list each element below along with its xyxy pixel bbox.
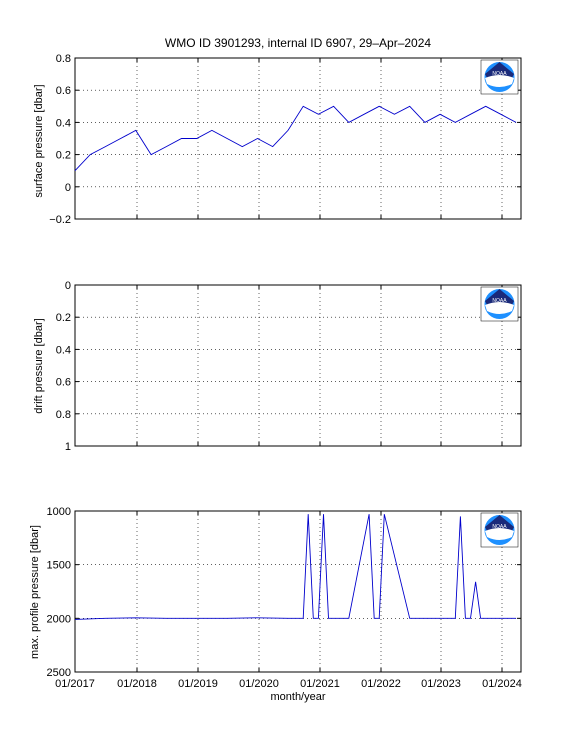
gridlines (74, 57, 521, 220)
y-tick-label: 0.8 (56, 53, 71, 65)
x-tick-label: 01/2017 (55, 678, 95, 690)
svg-text:NOAA: NOAA (492, 524, 507, 530)
y-tick-label: 0.2 (56, 150, 71, 162)
x-tick-label: 01/2019 (178, 678, 218, 690)
x-axis-label: month/year (270, 691, 325, 703)
y-tick-label: 0.4 (56, 344, 71, 356)
y-tick-labels: 1000 1500 2000 2500 (47, 506, 71, 679)
surface-pressure-line (74, 105, 517, 172)
y-tick-labels: −0.2 0 0.2 0.4 0.6 0.8 (49, 53, 71, 226)
noaa-logo-icon: NOAA (480, 512, 519, 548)
y-tick-label: 0.4 (56, 117, 71, 129)
y-tick-label: 2500 (47, 667, 71, 679)
y-tick-label: 2000 (47, 613, 71, 625)
y-tick-label: 0.8 (56, 409, 71, 421)
x-tick-label: 01/2021 (300, 678, 340, 690)
plot-area (74, 284, 522, 447)
svg-text:NOAA: NOAA (492, 298, 507, 304)
y-tick-label: 0 (65, 182, 71, 194)
y-tick-label: 1500 (47, 560, 71, 572)
y-axis-label: surface pressure [dbar] (33, 84, 45, 197)
plot-area (74, 510, 522, 673)
x-tick-label: 01/2020 (239, 678, 279, 690)
y-tick-label: 0 (65, 280, 71, 292)
svg-text:NOAA: NOAA (492, 71, 507, 77)
x-tick-label: 01/2023 (421, 678, 461, 690)
y-tick-label: 0.6 (56, 377, 71, 389)
plot-area (74, 57, 522, 220)
y-tick-label: 1000 (47, 506, 71, 518)
y-tick-label: 1 (65, 441, 71, 453)
panel-surface-pressure: −0.2 0 0.2 0.4 0.6 0.8 surface pressure [dbar… (33, 53, 522, 226)
panel-max-profile-pressure: 1000 1500 2000 2500 max. profile pressure [… (29, 506, 522, 679)
noaa-logo-icon: NOAA (480, 286, 519, 322)
y-tick-label: −0.2 (49, 214, 71, 226)
x-tick-label: 01/2018 (117, 678, 157, 690)
max-profile-pressure-line (74, 514, 517, 620)
y-axis-label: max. profile pressure [dbar] (29, 525, 41, 659)
x-tick-label: 01/2022 (361, 678, 401, 690)
y-axis-label: drift pressure [dbar] (33, 318, 45, 413)
y-tick-label: 0.6 (56, 85, 71, 97)
figure-title: WMO ID 3901293, internal ID 6907, 29–Apr… (165, 36, 431, 50)
x-tick-label: 01/2024 (482, 678, 522, 690)
y-tick-labels: 0 0.2 0.4 0.6 0.8 1 (56, 280, 71, 453)
x-tick-labels: 01/2017 01/2018 01/2019 01/2020 01/2021 01/20… (55, 678, 522, 690)
panel-drift-pressure: 0 0.2 0.4 0.6 0.8 1 drift pressure [dbar] NOA… (33, 280, 522, 453)
y-tick-label: 0.2 (56, 312, 71, 324)
noaa-logo-icon: NOAA (480, 59, 519, 95)
